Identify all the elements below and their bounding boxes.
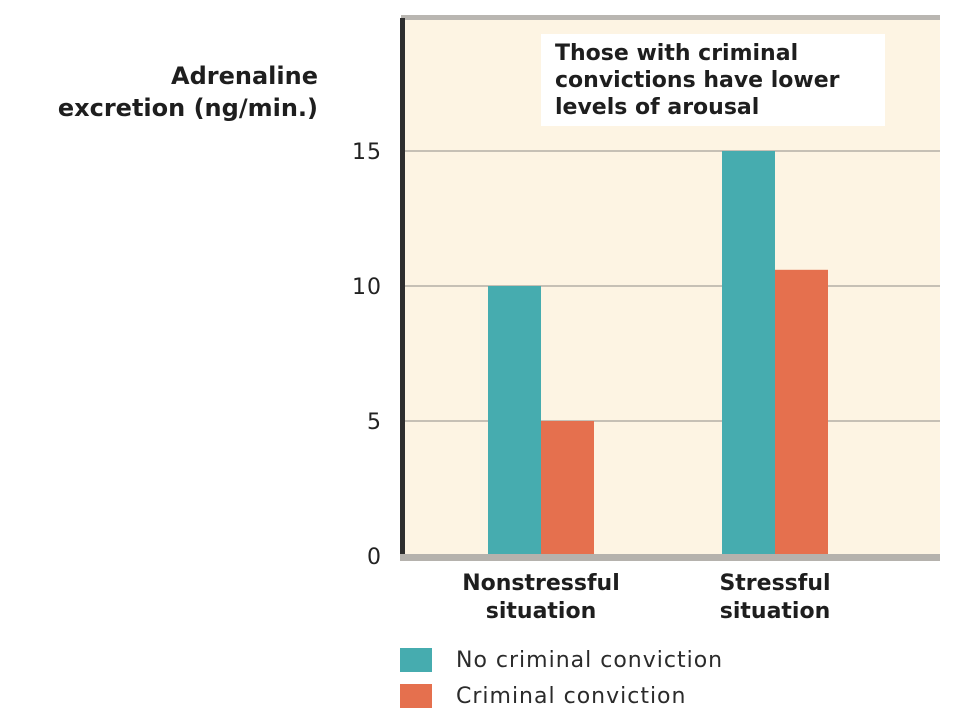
y-axis-label-line-1: Adrenaline (171, 62, 318, 90)
annotation-box: Those with criminal convictions have low… (541, 34, 885, 126)
x-axis-line (400, 554, 940, 561)
y-axis-label: Adrenaline excretion (ng/min.) (58, 60, 318, 124)
x-tick-label-1-line-1: Stressful (719, 571, 830, 596)
legend-item-no-conviction: No criminal conviction (400, 642, 723, 678)
y-tick-label-15: 15 (352, 140, 382, 165)
y-axis-line (400, 18, 405, 560)
y-tick-label-5: 5 (367, 410, 382, 435)
legend-label-conviction: Criminal conviction (456, 683, 687, 709)
legend-swatch-no-conviction (400, 648, 432, 672)
y-tick-label-10: 10 (352, 275, 382, 300)
x-tick-label-1-line-2: situation (720, 599, 831, 624)
x-tick-label-0-line-2: situation (486, 599, 597, 624)
annotation-line-2: convictions have lower (555, 68, 840, 93)
y-axis-label-line-2: excretion (ng/min.) (57, 94, 318, 122)
legend-item-conviction: Criminal conviction (400, 678, 723, 714)
bar-conviction-1 (775, 269, 828, 556)
y-tick-label-0: 0 (367, 545, 382, 570)
legend-label-no-conviction: No criminal conviction (456, 647, 724, 673)
legend: No criminal conviction Criminal convicti… (400, 642, 723, 714)
x-tick-label-0-line-1: Nonstressful (462, 571, 620, 596)
bar-no-conviction-1 (722, 151, 775, 556)
annotation-line-3: levels of arousal (555, 95, 760, 120)
bar-conviction-0 (541, 421, 594, 556)
bar-no-conviction-0 (488, 286, 541, 556)
annotation-line-1: Those with criminal (555, 41, 799, 66)
top-border (401, 15, 940, 20)
legend-swatch-conviction (400, 684, 432, 708)
